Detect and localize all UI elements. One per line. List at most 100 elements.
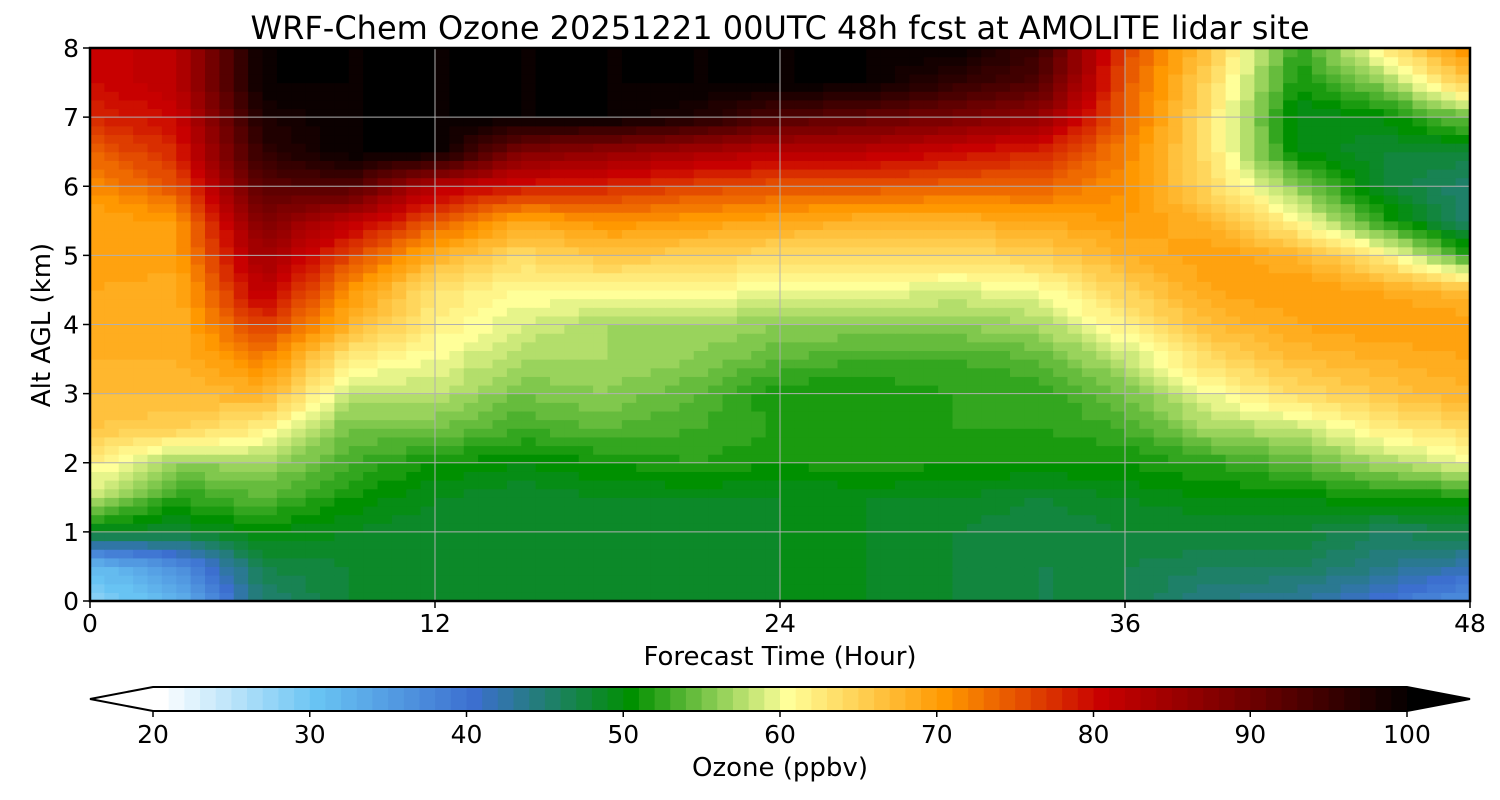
heatmap-cell: [578, 488, 594, 498]
heatmap-cell: [621, 480, 637, 490]
heatmap-cell: [1067, 575, 1083, 585]
heatmap-cell: [636, 402, 652, 412]
heatmap-cell: [1441, 220, 1457, 231]
heatmap-cell: [320, 410, 335, 421]
heatmap-cell: [895, 384, 910, 395]
heatmap-cell: [1196, 419, 1212, 429]
heatmap-cell: [1426, 238, 1442, 248]
heatmap-cell: [679, 341, 695, 352]
heatmap-cell: [564, 151, 580, 161]
heatmap-cell: [118, 143, 134, 153]
heatmap-cell: [478, 462, 494, 472]
heatmap-cell: [492, 514, 508, 524]
heatmap-cell: [1383, 583, 1399, 593]
heatmap-cell: [1168, 566, 1184, 576]
heatmap-cell: [1053, 151, 1069, 161]
heatmap-cell: [276, 419, 292, 429]
heatmap-cell: [1168, 514, 1184, 524]
heatmap-cell: [535, 410, 551, 421]
heatmap-cell: [1010, 367, 1025, 377]
heatmap-cell: [190, 419, 206, 429]
heatmap-cell: [621, 194, 637, 205]
heatmap-cell: [535, 194, 551, 205]
heatmap-cell: [104, 229, 120, 239]
heatmap-cell: [1139, 497, 1155, 507]
heatmap-cell: [190, 436, 206, 447]
heatmap-cell: [1067, 505, 1083, 516]
heatmap-cell: [219, 480, 235, 490]
heatmap-cell: [161, 462, 177, 472]
heatmap-cell: [823, 575, 839, 585]
heatmap-cell: [1240, 549, 1255, 559]
heatmap-cell: [1383, 575, 1399, 585]
heatmap-cell: [866, 177, 882, 187]
heatmap-cell: [535, 445, 551, 455]
heatmap-cell: [305, 315, 321, 326]
heatmap-cell: [133, 480, 149, 490]
heatmap-cell: [1398, 220, 1414, 231]
heatmap-cell: [1369, 514, 1385, 524]
heatmap-cell: [751, 289, 767, 300]
heatmap-cell: [1254, 583, 1270, 593]
heatmap-cell: [765, 454, 781, 464]
heatmap-cell: [923, 531, 939, 542]
heatmap-cell: [1340, 160, 1356, 170]
heatmap-cell: [1455, 566, 1470, 576]
heatmap-cell: [262, 229, 278, 239]
heatmap-cell: [1268, 445, 1284, 455]
heatmap-cell: [736, 264, 752, 274]
heatmap-cell: [147, 523, 163, 533]
heatmap-cell: [1153, 540, 1169, 550]
heatmap-cell: [478, 531, 494, 542]
heatmap-cell: [1053, 575, 1069, 585]
heatmap-cell: [1182, 238, 1198, 248]
heatmap-cell: [1010, 445, 1025, 455]
heatmap-cell: [233, 307, 249, 317]
heatmap-cell: [205, 583, 220, 593]
heatmap-cell: [492, 160, 508, 170]
heatmap-cell: [1268, 583, 1284, 593]
heatmap-cell: [1355, 410, 1370, 421]
heatmap-cell: [1139, 557, 1155, 568]
heatmap-cell: [161, 264, 177, 274]
heatmap-cell: [219, 350, 235, 360]
heatmap-cell: [1067, 333, 1083, 343]
heatmap-cell: [205, 376, 220, 386]
heatmap-cell: [161, 583, 177, 593]
heatmap-cell: [133, 575, 149, 585]
heatmap-cell: [808, 384, 824, 395]
heatmap-cell: [952, 583, 968, 593]
heatmap-cell: [205, 445, 220, 455]
heatmap-cell: [449, 454, 465, 464]
heatmap-cell: [1240, 186, 1255, 196]
heatmap-cell: [923, 566, 939, 576]
heatmap-cell: [276, 471, 292, 481]
heatmap-cell: [665, 177, 680, 187]
heatmap-cell: [1412, 341, 1428, 352]
heatmap-cell: [679, 151, 695, 161]
heatmap-cell: [650, 212, 666, 222]
heatmap-cell: [118, 264, 134, 274]
heatmap-cell: [1182, 480, 1198, 490]
heatmap-cell: [1283, 462, 1299, 472]
heatmap-cell: [909, 514, 925, 524]
heatmap-cell: [1139, 462, 1155, 472]
heatmap-cell: [291, 410, 307, 421]
heatmap-cell: [219, 592, 235, 601]
heatmap-cell: [1010, 229, 1025, 239]
heatmap-cell: [1110, 445, 1126, 455]
heatmap-cell: [1125, 523, 1140, 533]
heatmap-cell: [90, 376, 105, 386]
heatmap-cell: [1225, 194, 1241, 205]
heatmap-cell: [650, 471, 666, 481]
heatmap-cell: [636, 255, 652, 265]
heatmap-cell: [1268, 229, 1284, 239]
heatmap-cell: [1455, 160, 1470, 170]
heatmap-cell: [952, 523, 968, 533]
heatmap-cell: [348, 255, 364, 265]
heatmap-cell: [506, 428, 522, 438]
heatmap-cell: [463, 194, 479, 205]
heatmap-cell: [1110, 410, 1126, 421]
heatmap-cell: [693, 497, 709, 507]
heatmap-cell: [305, 186, 321, 196]
